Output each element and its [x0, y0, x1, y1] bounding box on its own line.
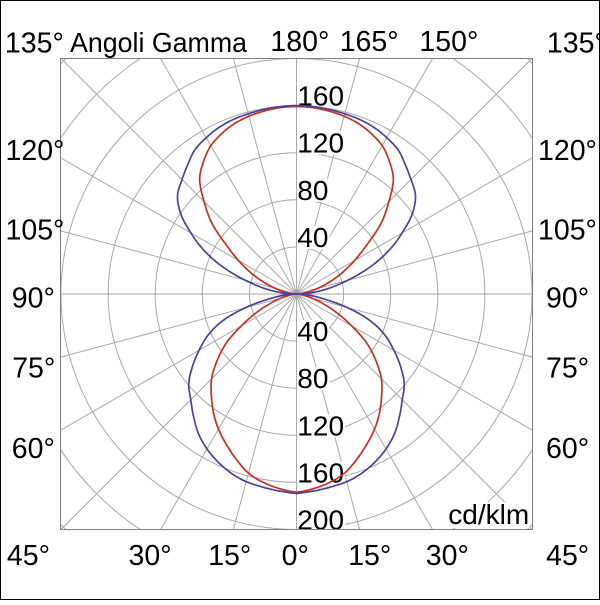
svg-text:80: 80: [297, 363, 328, 394]
svg-text:160: 160: [297, 457, 344, 488]
svg-text:45°: 45°: [7, 540, 50, 572]
svg-text:15°: 15°: [348, 540, 391, 572]
svg-text:120: 120: [297, 128, 344, 159]
svg-text:40: 40: [297, 222, 328, 253]
svg-text:75°: 75°: [546, 353, 589, 385]
svg-text:40: 40: [297, 316, 328, 347]
svg-text:45°: 45°: [546, 540, 589, 572]
svg-text:135°: 135°: [5, 28, 64, 60]
svg-text:90°: 90°: [12, 283, 55, 315]
svg-text:cd/klm: cd/klm: [448, 499, 529, 530]
svg-text:0°: 0°: [282, 540, 309, 572]
svg-text:75°: 75°: [12, 353, 55, 385]
svg-text:30°: 30°: [426, 540, 469, 572]
svg-text:80: 80: [297, 175, 328, 206]
svg-text:30°: 30°: [129, 540, 172, 572]
svg-text:105°: 105°: [538, 215, 597, 247]
svg-text:120: 120: [297, 410, 344, 441]
svg-text:15°: 15°: [208, 540, 251, 572]
svg-text:Angoli Gamma: Angoli Gamma: [70, 27, 247, 58]
svg-text:200: 200: [297, 505, 344, 536]
svg-text:165°: 165°: [340, 26, 399, 58]
svg-text:135°: 135°: [547, 28, 600, 60]
svg-text:90°: 90°: [546, 283, 589, 315]
svg-text:120°: 120°: [538, 135, 597, 167]
svg-text:60°: 60°: [546, 433, 589, 465]
svg-text:105°: 105°: [6, 215, 65, 247]
svg-text:180°: 180°: [270, 26, 329, 58]
svg-text:120°: 120°: [6, 135, 65, 167]
svg-text:60°: 60°: [12, 433, 55, 465]
svg-text:150°: 150°: [419, 26, 478, 58]
